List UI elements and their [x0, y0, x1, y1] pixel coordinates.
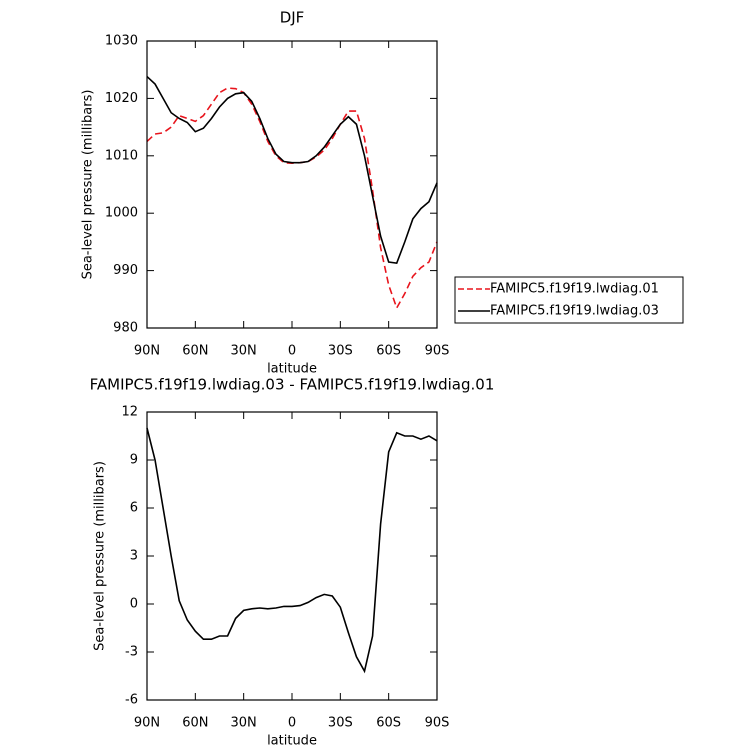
data-line	[146, 76, 438, 265]
legend-label: FAMIPC5.f19f19.lwdiag.03	[490, 304, 659, 319]
y-tick-label: 1030	[105, 34, 138, 49]
y-tick-label: -6	[125, 693, 138, 708]
chart-title: FAMIPC5.f19f19.lwdiag.03 - FAMIPC5.f19f1…	[90, 376, 495, 394]
y-tick-label: 1000	[105, 206, 138, 221]
x-tick-label: 90S	[425, 716, 450, 731]
x-tick-label: 60S	[376, 344, 401, 359]
y-axis-label: Sea-level pressure (millibars)	[81, 90, 96, 280]
data-line	[146, 427, 438, 674]
x-tick-label: 60N	[182, 344, 208, 359]
legend-label: FAMIPC5.f19f19.lwdiag.01	[490, 282, 659, 297]
x-tick-label: 30S	[328, 344, 353, 359]
x-tick-label: 0	[288, 344, 296, 359]
y-tick-label: 1010	[105, 148, 138, 163]
y-tick-label: 0	[130, 597, 138, 612]
x-axis-label: latitude	[267, 734, 317, 749]
y-tick-label: 1020	[105, 91, 138, 106]
legend-box	[454, 276, 684, 324]
y-tick-label: 990	[113, 263, 138, 278]
x-tick-label: 60S	[376, 716, 401, 731]
x-tick-label: 90N	[134, 716, 160, 731]
y-tick-label: 6	[130, 501, 138, 516]
x-tick-label: 30N	[231, 716, 257, 731]
chart-title: DJF	[280, 9, 305, 27]
x-tick-label: 0	[288, 716, 296, 731]
x-tick-label: 30N	[231, 344, 257, 359]
plot-frame	[146, 411, 438, 701]
y-tick-label: 9	[130, 453, 138, 468]
y-tick-label: -3	[125, 645, 138, 660]
x-axis-label: latitude	[267, 362, 317, 377]
data-line	[146, 87, 438, 310]
y-tick-label: 980	[113, 321, 138, 336]
y-tick-label: 12	[121, 405, 138, 420]
x-tick-label: 90N	[134, 344, 160, 359]
plot-frame	[146, 40, 438, 329]
x-tick-label: 30S	[328, 716, 353, 731]
x-tick-label: 60N	[182, 716, 208, 731]
y-axis-label: Sea-level pressure (millibars)	[93, 461, 108, 651]
x-tick-label: 90S	[425, 344, 450, 359]
y-tick-label: 3	[130, 549, 138, 564]
